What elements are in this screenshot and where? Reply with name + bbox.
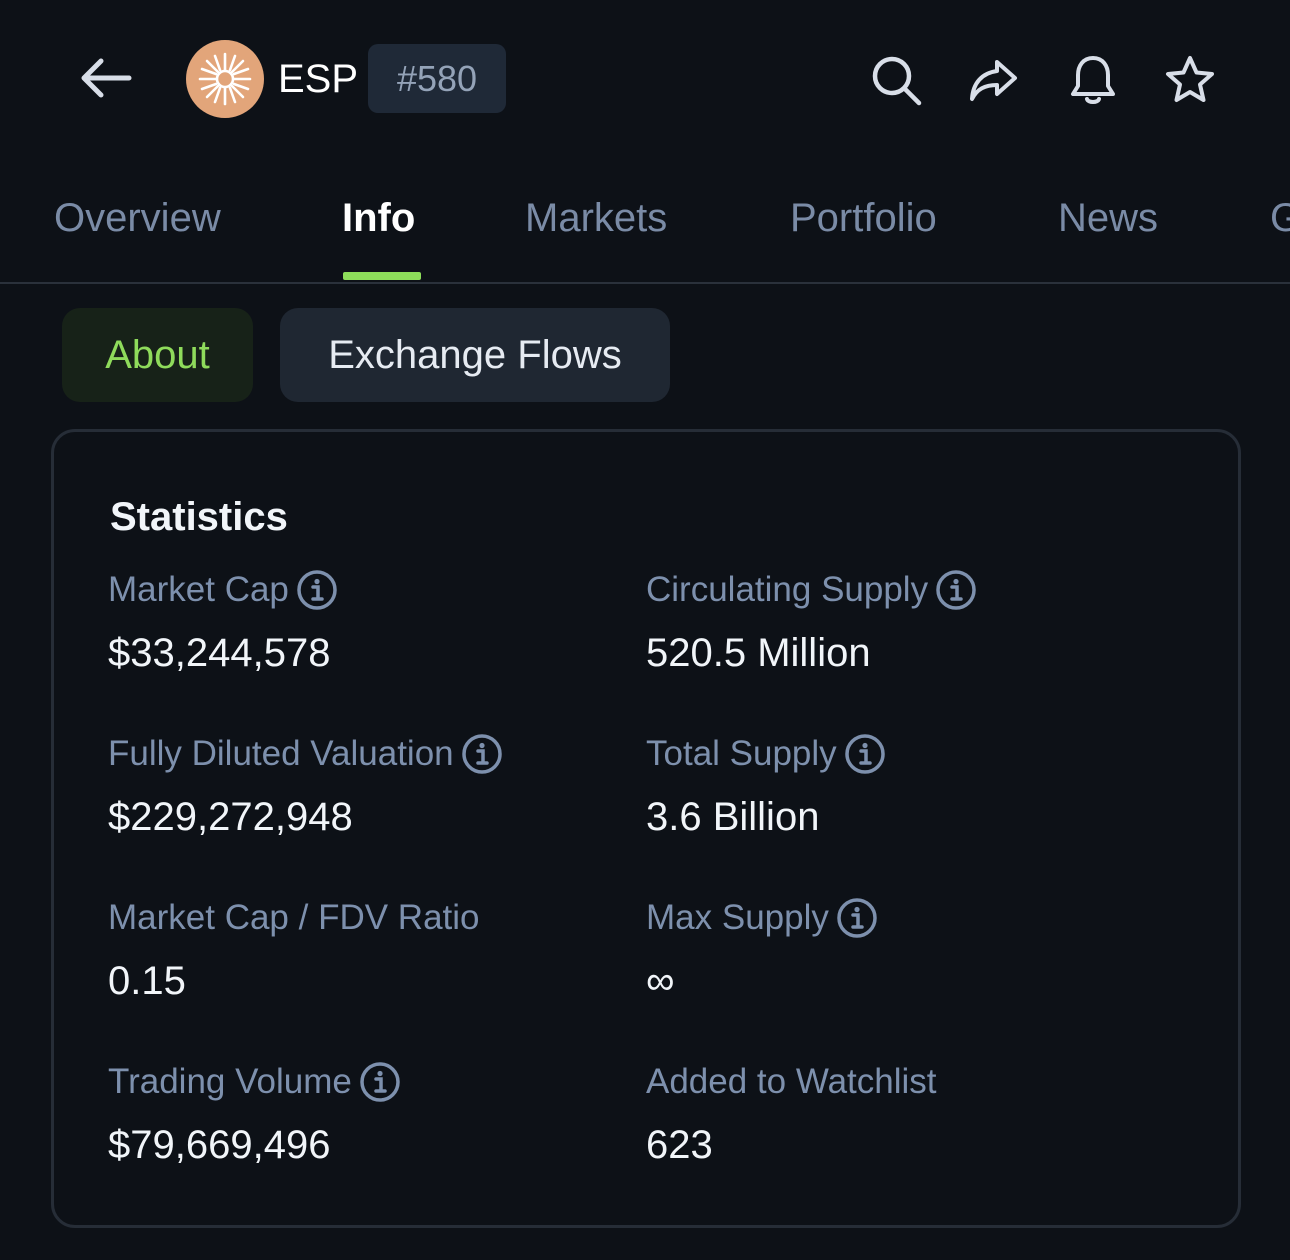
stat-label: Circulating Supply	[646, 570, 929, 609]
tab-news[interactable]: News	[1058, 196, 1159, 240]
stat-value: 0.15	[108, 959, 186, 1003]
tab-info[interactable]: Info	[342, 196, 416, 240]
info-icon[interactable]	[843, 732, 887, 776]
stat-label: Trading Volume	[108, 1062, 352, 1101]
stat-value: 3.6 Billion	[646, 795, 820, 839]
stat-added-to-watchlist: Added to Watchlist 623	[646, 1060, 1146, 1170]
search-icon	[872, 56, 922, 106]
stat-value: 520.5 Million	[646, 631, 871, 675]
coin-symbol: ESP	[278, 57, 359, 101]
star-icon	[1166, 56, 1214, 102]
stat-market-cap: Market Cap $33,244,578	[108, 568, 608, 678]
watchlist-button[interactable]	[1158, 48, 1222, 112]
stat-market-cap-fdv-ratio: Market Cap / FDV Ratio 0.15	[108, 896, 608, 1006]
info-icon[interactable]	[358, 1060, 402, 1104]
coin-logo	[186, 40, 264, 118]
statistics-title: Statistics	[110, 495, 288, 539]
search-button[interactable]	[864, 48, 928, 112]
share-button[interactable]	[961, 48, 1025, 112]
stat-value: $33,244,578	[108, 631, 331, 675]
tab-partial[interactable]: G	[1270, 196, 1290, 240]
main-tabs: Overview Info Markets Portfolio News G	[0, 170, 1290, 284]
tab-portfolio[interactable]: Portfolio	[790, 196, 937, 240]
info-icon[interactable]	[295, 568, 339, 612]
bell-icon	[1071, 56, 1115, 104]
stat-label: Fully Diluted Valuation	[108, 734, 454, 773]
stat-label: Market Cap / FDV Ratio	[108, 898, 480, 937]
subtab-about[interactable]: About	[62, 308, 253, 402]
stat-value: 623	[646, 1123, 713, 1167]
share-icon	[970, 60, 1017, 101]
back-arrow-icon	[81, 58, 132, 98]
info-icon[interactable]	[460, 732, 504, 776]
stat-value: $229,272,948	[108, 795, 353, 839]
stat-label: Total Supply	[646, 734, 837, 773]
stat-label: Max Supply	[646, 898, 829, 937]
active-tab-indicator	[343, 272, 421, 280]
info-icon[interactable]	[835, 896, 879, 940]
stat-label: Added to Watchlist	[646, 1062, 937, 1101]
stat-value: ∞	[646, 959, 675, 1003]
alert-button[interactable]	[1061, 48, 1125, 112]
statistics-card: Statistics Market Cap $33,244,578 Circul…	[51, 429, 1241, 1228]
stat-value: $79,669,496	[108, 1123, 331, 1167]
top-bar: ESP #580	[0, 0, 1290, 160]
tab-overview[interactable]: Overview	[54, 196, 221, 240]
coin-logo-icon	[198, 52, 252, 106]
stat-max-supply: Max Supply ∞	[646, 896, 1146, 1006]
tab-markets[interactable]: Markets	[525, 196, 668, 240]
stat-circulating-supply: Circulating Supply 520.5 Million	[646, 568, 1146, 678]
stat-fully-diluted-valuation: Fully Diluted Valuation $229,272,948	[108, 732, 608, 842]
stat-total-supply: Total Supply 3.6 Billion	[646, 732, 1146, 842]
back-button[interactable]	[70, 48, 140, 108]
stat-label: Market Cap	[108, 570, 289, 609]
subtab-exchange-flows[interactable]: Exchange Flows	[280, 308, 670, 402]
rank-badge: #580	[368, 44, 506, 113]
info-icon[interactable]	[934, 568, 978, 612]
stat-trading-volume: Trading Volume $79,669,496	[108, 1060, 608, 1170]
